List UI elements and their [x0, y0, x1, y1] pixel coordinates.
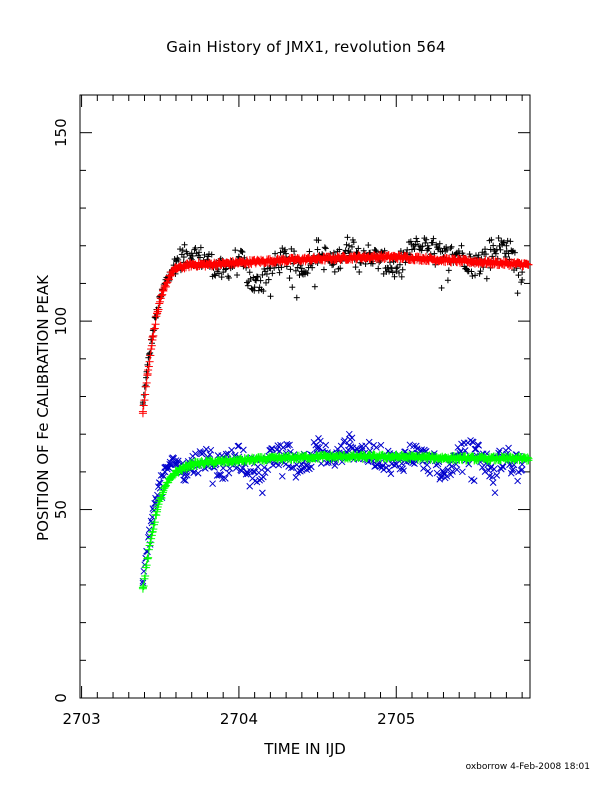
y-tick-label: 100 — [52, 307, 70, 336]
dense-marks — [138, 250, 533, 418]
x-tick-label: 2703 — [62, 710, 100, 728]
dense-marks — [138, 450, 533, 592]
y-tick-label: 150 — [52, 118, 70, 147]
y-axis-label: POSITION OF Fe CALIBRATION PEAK — [34, 275, 52, 541]
data-point — [518, 460, 526, 468]
chart-title: Gain History of JMX1, revolution 564 — [166, 38, 446, 56]
series-1 — [138, 250, 533, 418]
x-tick-label: 2705 — [377, 710, 415, 728]
data-marks — [138, 234, 533, 593]
x-tick-label: 2704 — [220, 710, 258, 728]
axes: 0 50 100 150 2703 2704 2705 — [52, 94, 530, 728]
y-tick-label: 0 — [52, 693, 70, 703]
data-point — [314, 246, 321, 253]
plot-frame — [79, 94, 531, 699]
data-point — [487, 246, 494, 253]
x-axis-label: TIME IN IJD — [264, 740, 346, 758]
data-point — [503, 242, 510, 249]
series-3 — [138, 450, 533, 593]
footer-stamp: oxborrow 4-Feb-2008 18:01 — [465, 762, 590, 772]
y-tick-label: 50 — [52, 500, 70, 519]
